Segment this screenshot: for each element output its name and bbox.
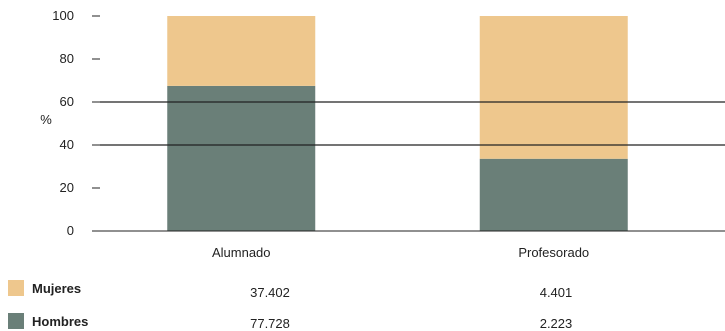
table-cell-mujeres-profesorado: 4.401 <box>539 285 573 300</box>
y-tick-label: 80 <box>60 51 74 66</box>
stacked-bar-chart: 0 20 40 60 80 100 % Alumnado Profesorado <box>40 8 725 260</box>
bars <box>167 16 628 231</box>
bar-mujeres-profesorado <box>479 16 628 159</box>
legend-label-hombres: Hombres <box>32 314 89 329</box>
legend-swatch-mujeres <box>8 280 24 296</box>
y-tick-label: 0 <box>67 223 74 238</box>
y-axis-ticks: 0 20 40 60 80 100 <box>52 8 100 238</box>
bar-mujeres-alumnado <box>167 16 316 86</box>
legend-label-mujeres: Mujeres <box>32 281 82 296</box>
x-axis-labels: Alumnado Profesorado <box>212 245 589 260</box>
y-tick-label: 40 <box>60 137 74 152</box>
reference-lines <box>100 101 725 146</box>
table-cell-hombres-alumnado: 77.728 <box>250 316 290 331</box>
table-cell-hombres-profesorado: 2.223 <box>539 316 573 331</box>
legend-swatch-hombres <box>8 313 24 329</box>
table-cell-mujeres-alumnado: 37.402 <box>250 285 290 300</box>
y-axis-label: % <box>40 112 52 127</box>
bar-hombres-profesorado <box>479 158 628 231</box>
y-tick-label: 20 <box>60 180 74 195</box>
x-tick-label-alumnado: Alumnado <box>212 245 271 260</box>
y-tick-label: 60 <box>60 94 74 109</box>
bar-hombres-alumnado <box>167 85 316 231</box>
x-tick-label-profesorado: Profesorado <box>518 245 589 260</box>
y-tick-label: 100 <box>52 8 74 23</box>
